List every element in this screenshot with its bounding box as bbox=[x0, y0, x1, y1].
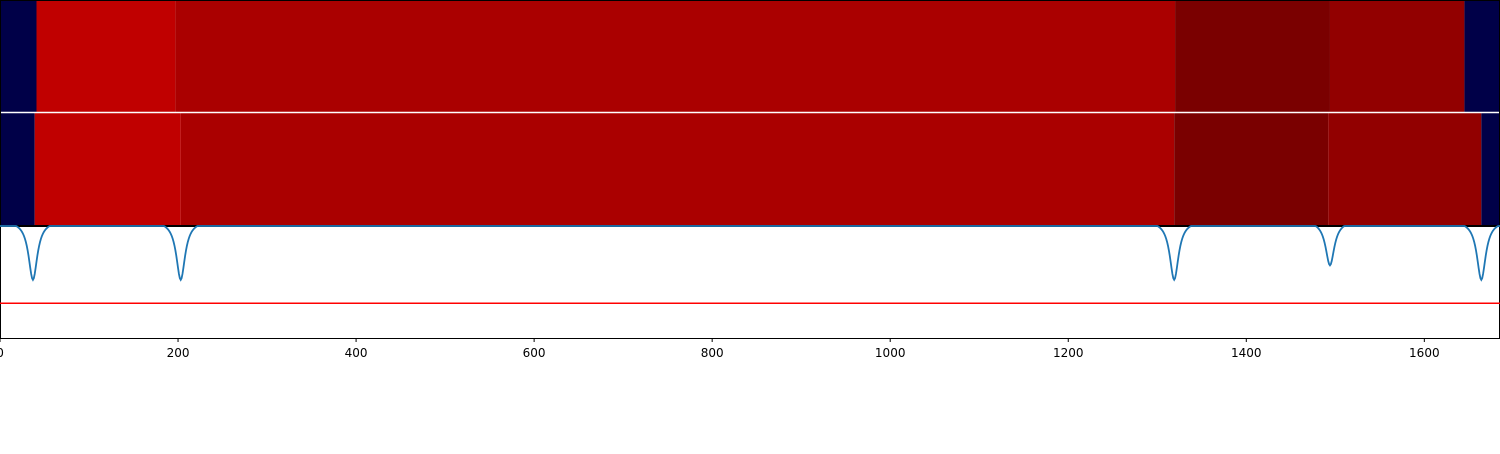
heatmap-row-1-segment-4 bbox=[1175, 0, 1330, 112]
x-tick-label: 1000 bbox=[875, 346, 906, 360]
heatmap-row-2-segment-1 bbox=[0, 113, 35, 225]
x-tick-label: 800 bbox=[701, 346, 724, 360]
heatmap-row-1-segment-3 bbox=[175, 0, 1175, 112]
x-tick-label: 1200 bbox=[1053, 346, 1084, 360]
heatmap-row-2-segment-6 bbox=[1481, 113, 1500, 225]
heatmap-row-2-segment-2 bbox=[35, 113, 181, 225]
x-tick-label: 200 bbox=[167, 346, 190, 360]
heatmap-panel bbox=[0, 0, 1500, 226]
line-panel bbox=[0, 226, 1500, 339]
series-line-1 bbox=[0, 226, 1500, 280]
heatmap-row-1-segment-1 bbox=[0, 0, 36, 112]
heatmap-row-1-segment-5 bbox=[1330, 0, 1464, 112]
x-tick-label: 1600 bbox=[1409, 346, 1440, 360]
x-tick-label: 1400 bbox=[1231, 346, 1262, 360]
x-tick-label: 400 bbox=[345, 346, 368, 360]
heatmap-row-2-segment-4 bbox=[1174, 113, 1328, 225]
x-tick-label: 0 bbox=[0, 346, 4, 360]
line-plot-frame bbox=[1, 227, 1500, 339]
heatmap-row-1-segment-6 bbox=[1464, 0, 1500, 112]
heatmap-row-2-segment-5 bbox=[1328, 113, 1481, 225]
heatmap-row-1-segment-2 bbox=[36, 0, 175, 112]
x-axis: 0 200 400 600 800 1000 1200 1400 1600 bbox=[0, 338, 1440, 360]
heatmap-row-2-segment-3 bbox=[181, 113, 1174, 225]
x-tick-label: 600 bbox=[523, 346, 546, 360]
